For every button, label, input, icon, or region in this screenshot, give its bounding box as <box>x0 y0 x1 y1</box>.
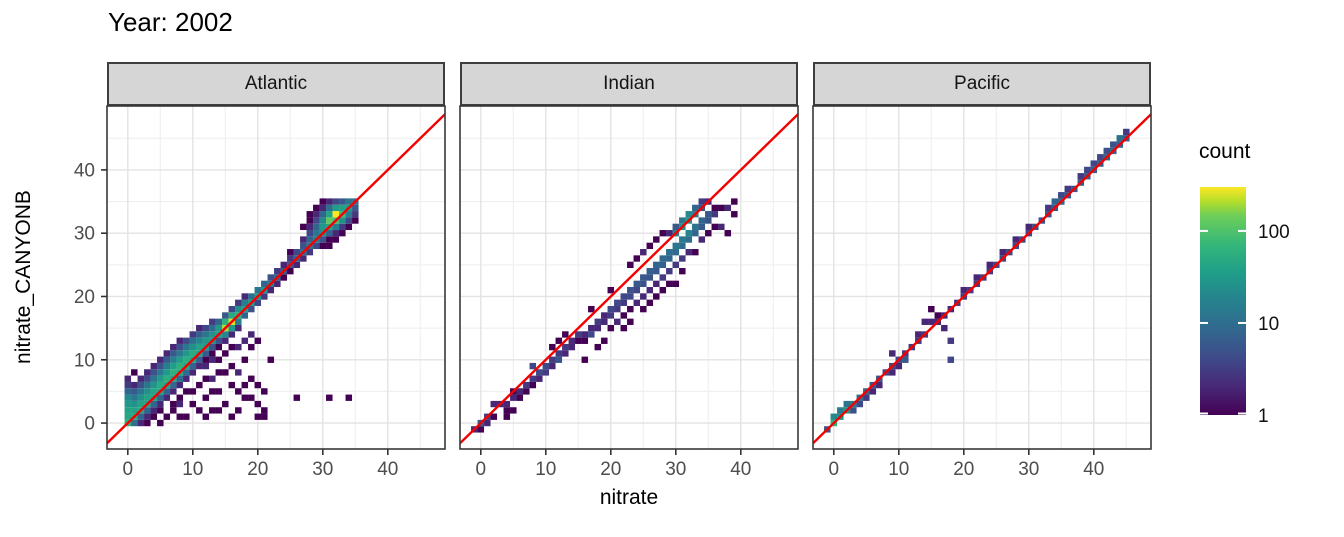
x-tick-label: 40 <box>730 459 751 480</box>
x-tick-label: 30 <box>1018 459 1039 480</box>
legend-title: count <box>1199 140 1251 163</box>
facet-strip-label: Indian <box>603 73 655 94</box>
x-axis-ticks: 0 10 20 30 40 <box>476 449 751 480</box>
identity-line <box>813 113 1151 445</box>
panel-border <box>812 105 1152 450</box>
legend-tick-label: 10 <box>1258 314 1279 335</box>
facet-panel-atlantic: 0 10 20 30 40 0 10 20 30 40 <box>74 105 446 480</box>
x-tick-label: 10 <box>888 459 909 480</box>
x-tick-label: 30 <box>312 459 333 480</box>
gridlines-major <box>813 106 1151 449</box>
x-tick-label: 20 <box>247 459 268 480</box>
y-tick-label: 20 <box>74 287 95 308</box>
colorbar-gradient <box>1200 187 1246 415</box>
identity-line <box>107 113 445 445</box>
x-tick-label: 10 <box>535 459 556 480</box>
facet-strip-indian: Indian <box>460 62 798 106</box>
facet-panel-pacific: 0 10 20 30 40 <box>812 105 1152 480</box>
x-tick-label: 40 <box>1083 459 1104 480</box>
facet-strip-label: Atlantic <box>244 73 308 94</box>
x-axis-title: nitrate <box>599 486 659 509</box>
y-axis-ticks: 0 10 20 30 40 <box>74 160 107 435</box>
x-tick-label: 0 <box>123 459 134 480</box>
y-tick-label: 30 <box>74 224 95 245</box>
identity-line <box>460 113 798 445</box>
panel-border <box>106 105 446 450</box>
y-tick-label: 10 <box>74 350 95 371</box>
x-tick-label: 0 <box>476 459 487 480</box>
x-tick-label: 20 <box>953 459 974 480</box>
legend-colorbar: 100 10 1 <box>1200 187 1290 427</box>
plot-title: Year: 2002 <box>108 7 233 37</box>
gridlines-minor <box>107 106 445 449</box>
x-tick-label: 0 <box>829 459 840 480</box>
legend-tick-label: 100 <box>1258 222 1290 243</box>
x-tick-label: 10 <box>182 459 203 480</box>
y-tick-label: 40 <box>74 160 95 181</box>
x-axis-ticks: 0 10 20 30 40 <box>123 449 398 480</box>
facet-strip-atlantic: Atlantic <box>107 62 445 106</box>
gridlines-major <box>460 106 798 449</box>
legend-tick-label: 1 <box>1258 406 1269 427</box>
x-tick-label: 30 <box>665 459 686 480</box>
x-tick-label: 40 <box>377 459 398 480</box>
facet-strip-label: Pacific <box>954 73 1010 94</box>
x-axis-ticks: 0 10 20 30 40 <box>829 449 1104 480</box>
facet-strip-pacific: Pacific <box>813 62 1151 106</box>
panel-border <box>459 105 799 450</box>
x-tick-label: 20 <box>600 459 621 480</box>
facet-panel-indian: 0 10 20 30 40 <box>459 105 799 480</box>
y-axis-title: nitrate_CANYONB <box>12 190 35 364</box>
y-tick-label: 0 <box>84 414 95 435</box>
